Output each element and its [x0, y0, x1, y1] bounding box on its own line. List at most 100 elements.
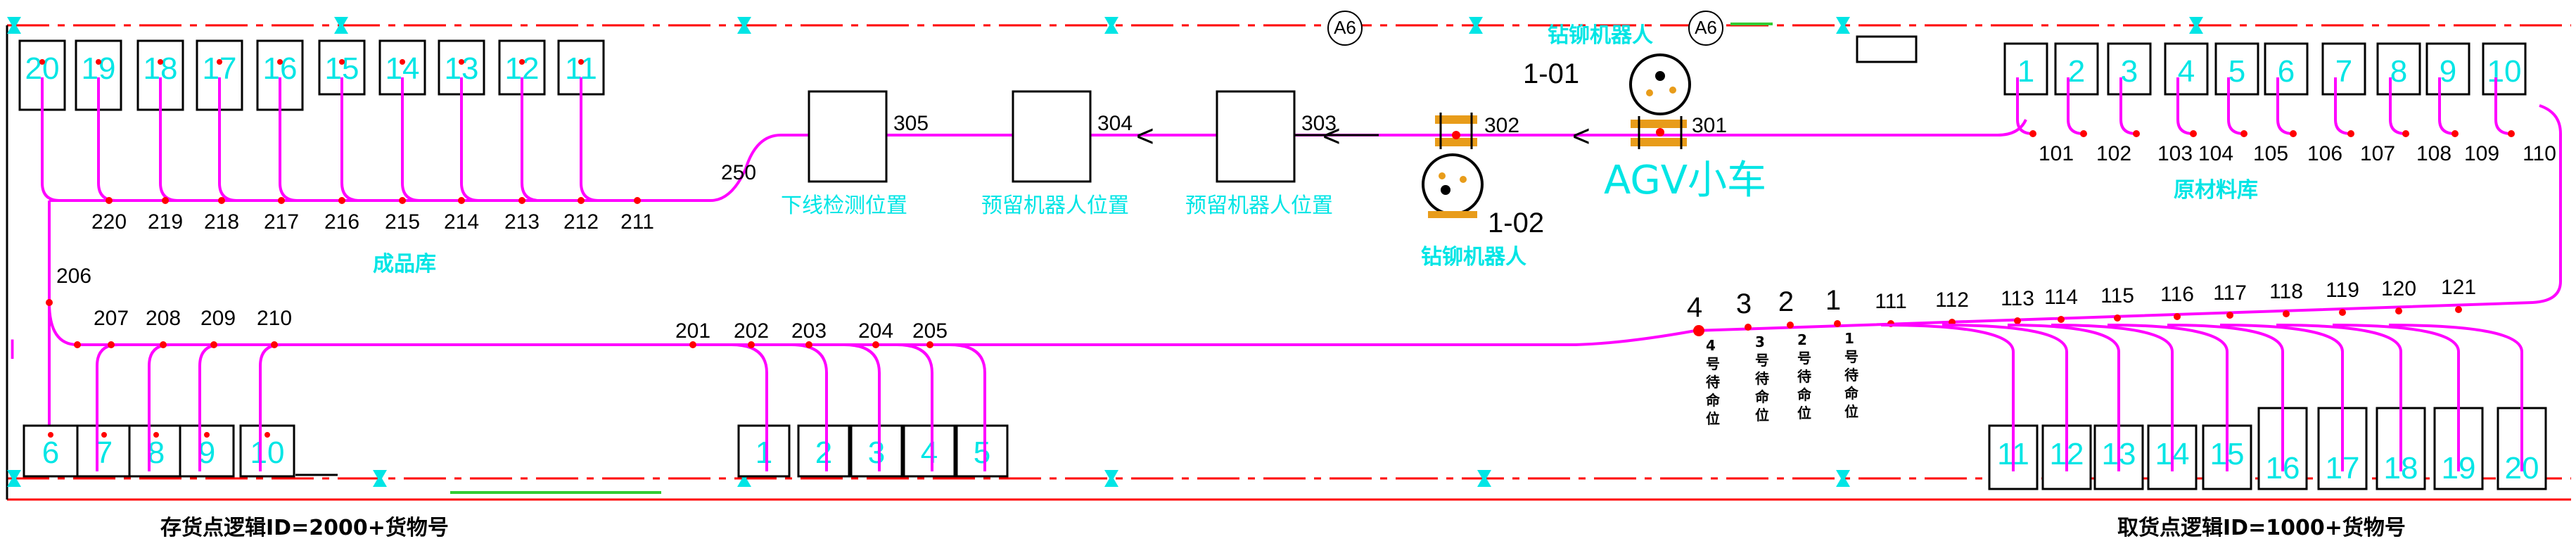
rail-marker-top [1836, 17, 1850, 34]
node-dot [2240, 130, 2247, 137]
robot-1-01 [1629, 53, 1691, 149]
node-label: 112 [1935, 288, 1969, 312]
station-label: 预留机器人位置 [981, 193, 1129, 218]
node-label: 110 [2523, 142, 2556, 165]
branch-path [949, 343, 986, 471]
cell-number: 6 [42, 436, 59, 470]
rail-marker-top [7, 17, 21, 34]
node-label: 105 [2253, 142, 2288, 165]
cell-dot [204, 432, 210, 438]
node-dot [2402, 130, 2409, 137]
cell-number: 2 [815, 436, 832, 470]
top-left-label: 成品库 [373, 252, 436, 276]
storage-cell [903, 424, 956, 478]
node-dot [2347, 130, 2354, 137]
waiting-label: 1 号待命位 [1844, 330, 1859, 420]
rail-marker-top [334, 17, 348, 34]
node-label: 208 [146, 307, 181, 330]
branch-path [2167, 324, 2284, 471]
robot-top-label: 钻铆机器人 [1548, 23, 1653, 48]
a6-marker-right: A6 [1688, 11, 1723, 46]
node-dot [2114, 314, 2121, 322]
storage-cell [2003, 42, 2048, 96]
waiting-number: 2 [1778, 286, 1794, 317]
branch-path [1941, 324, 2068, 471]
node-dot [74, 341, 81, 348]
node-label: 120 [2381, 277, 2416, 300]
node-dot [2455, 306, 2462, 313]
storage-cell [850, 424, 903, 478]
storage-cell [2425, 42, 2470, 96]
storage-cell [2164, 42, 2209, 96]
waiting-label: 4 号待命位 [1706, 337, 1721, 427]
node-label: 210 [257, 307, 292, 330]
node-label: 111 [1875, 290, 1907, 313]
node-label: 202 [734, 319, 769, 343]
robot-1-02 [1422, 113, 1484, 218]
rail-marker-top [1104, 17, 1118, 34]
node-label: 209 [200, 307, 236, 330]
cell-dot [400, 59, 405, 65]
robot-1-01-id: 1-01 [1523, 58, 1579, 89]
storage-cell [737, 424, 791, 478]
node-dot [2190, 130, 2197, 137]
rail-marker-bottom [1836, 470, 1850, 487]
branch-path [1880, 324, 2015, 471]
node-label: 218 [204, 210, 239, 234]
node-dot [160, 341, 167, 348]
node-dot [748, 341, 755, 348]
node-dot [2058, 316, 2065, 323]
storage-cell [2482, 42, 2527, 96]
waiting-dot [1693, 325, 1704, 336]
node-dot [2014, 317, 2021, 324]
cell-dot [264, 432, 270, 438]
node-label: 106 [2307, 142, 2342, 165]
cell-dot [48, 432, 53, 438]
node-label: 204 [858, 319, 893, 343]
waiting-number: 3 [1736, 288, 1752, 319]
cell-number: 10 [2487, 54, 2522, 89]
buffer-storage-1-5: 1 2 3 4 5 201 202 203 204 205 [675, 319, 1009, 478]
cell-dot [158, 59, 163, 65]
station-301: 301 [1692, 114, 1727, 137]
cell-dot [277, 59, 283, 65]
arrow-left-303: < [1322, 119, 1341, 153]
node-label: 220 [91, 210, 127, 234]
waiting-dot [1834, 320, 1841, 327]
station-id: 303 [1301, 112, 1337, 135]
cell-number: 5 [2229, 54, 2245, 89]
node-label: 207 [94, 307, 129, 330]
node-dot [338, 197, 345, 204]
cell-number: 3 [868, 436, 885, 470]
rail-marker-bottom [1477, 470, 1491, 487]
cell-dot [96, 59, 101, 65]
node-dot [2508, 130, 2515, 137]
cell-number: 2 [2068, 54, 2085, 89]
storage-cell [2321, 42, 2366, 96]
cell-number: 5 [974, 436, 990, 470]
branch-path [791, 343, 828, 471]
caption-right: 取货点逻辑ID=1000+货物号 [2117, 516, 2406, 540]
station-box [1012, 90, 1092, 183]
node-label: 109 [2464, 142, 2499, 165]
cell-dot [519, 59, 525, 65]
node-dot [210, 341, 217, 348]
robot-1-02-id: 1-02 [1488, 208, 1544, 239]
station-302: 302 [1484, 114, 1519, 137]
node-dot [271, 341, 278, 348]
node-label: 214 [444, 210, 479, 234]
station-box [1216, 90, 1296, 183]
agv-label: AGV小车 [1604, 158, 1766, 203]
node-206-dot [46, 299, 53, 306]
node-label: 216 [324, 210, 359, 234]
node-dot [872, 341, 879, 348]
arrow-left-304: < [1136, 119, 1154, 153]
branch-path [2332, 324, 2460, 471]
side-mark: I [8, 334, 16, 365]
cell-number: 9 [2440, 54, 2456, 89]
branch-path [2051, 324, 2174, 471]
node-dot [106, 197, 113, 204]
